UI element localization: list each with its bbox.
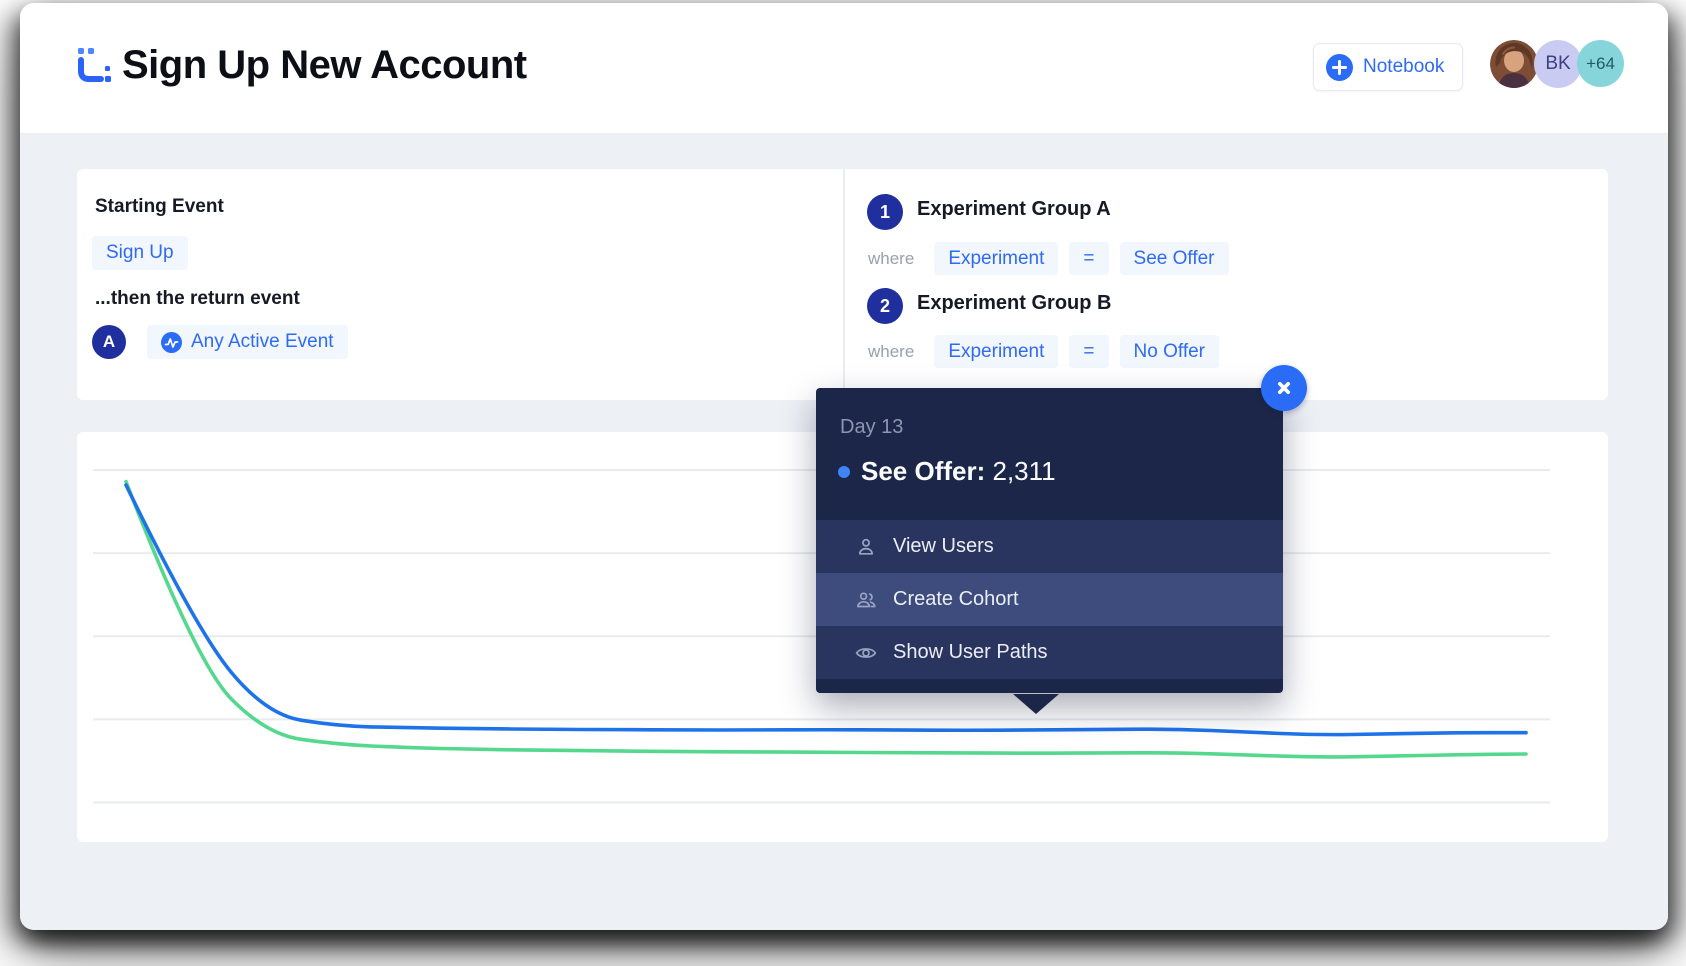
query-builder-card: Starting Event Sign Up ...then the retur… bbox=[77, 169, 1608, 400]
return-step-badge: A bbox=[92, 325, 126, 359]
group-a-where-label: where bbox=[868, 248, 915, 268]
group-a-title: Experiment Group A bbox=[917, 198, 1111, 220]
return-event-chip-label: Any Active Event bbox=[191, 331, 334, 352]
group-a-property-chip[interactable]: Experiment bbox=[934, 242, 1059, 275]
header: Sign Up New Account Notebook BK +64 bbox=[20, 3, 1668, 133]
avatar-photo bbox=[1490, 40, 1538, 88]
group-a-value-chip[interactable]: See Offer bbox=[1119, 242, 1229, 275]
no-offer-line[interactable] bbox=[124, 479, 1528, 759]
start-event-chip[interactable]: Sign Up bbox=[92, 236, 188, 270]
group-b-where-label: where bbox=[868, 341, 915, 361]
notebook-button[interactable]: Notebook bbox=[1313, 43, 1464, 91]
tooltip-menu-label: Show User Paths bbox=[893, 641, 1048, 663]
notebook-button-label: Notebook bbox=[1363, 56, 1445, 77]
tooltip-menu-item-view-users[interactable]: View Users bbox=[816, 520, 1283, 573]
return-event-chip[interactable]: Any Active Event bbox=[147, 325, 348, 359]
tooltip-menu-label: View Users bbox=[893, 535, 994, 557]
tooltip-header: Day 13 See Offer: 2,311 bbox=[816, 388, 1283, 520]
avatar-stack: BK +64 bbox=[1490, 40, 1624, 88]
group-b-badge: 2 bbox=[867, 288, 903, 324]
see-offer-line[interactable] bbox=[124, 483, 1528, 737]
group-b-property-chip[interactable]: Experiment bbox=[934, 335, 1059, 368]
series-color-dot bbox=[838, 465, 850, 478]
tooltip-series-value: See Offer: 2,311 bbox=[861, 456, 1056, 487]
amplitude-event-icon bbox=[161, 331, 182, 353]
users-icon bbox=[857, 591, 876, 607]
starting-event-title: Starting Event bbox=[95, 196, 224, 217]
tooltip-menu-item-create-cohort[interactable]: Create Cohort bbox=[816, 573, 1283, 626]
return-event-title: ...then the return event bbox=[95, 288, 300, 309]
close-icon bbox=[1278, 382, 1290, 394]
app-logo-icon bbox=[78, 48, 111, 82]
group-b-value-chip[interactable]: No Offer bbox=[1119, 335, 1219, 368]
group-b-operator-chip[interactable]: = bbox=[1069, 335, 1109, 368]
chart-tooltip: Day 13 See Offer: 2,311 View Users bbox=[816, 365, 1307, 714]
content-area: Starting Event Sign Up ...then the retur… bbox=[20, 133, 1668, 930]
eye-icon bbox=[855, 647, 877, 658]
tooltip-series-label: See Offer: bbox=[861, 456, 986, 486]
tooltip-value: 2,311 bbox=[992, 456, 1056, 486]
tooltip-day-label: Day 13 bbox=[840, 416, 904, 438]
tooltip-close-button[interactable] bbox=[1261, 365, 1307, 411]
group-a-badge: 1 bbox=[867, 194, 903, 230]
experiment-groups-panel: 1 Experiment Group A where Experiment = … bbox=[845, 169, 1608, 400]
avatar-initials-badge[interactable]: BK bbox=[1534, 40, 1582, 88]
tooltip-menu-item-show-user-paths[interactable]: Show User Paths bbox=[816, 626, 1283, 679]
user-icon bbox=[858, 538, 874, 555]
starting-event-panel: Starting Event Sign Up ...then the retur… bbox=[77, 169, 843, 400]
tooltip-menu-label: Create Cohort bbox=[893, 588, 1019, 610]
app-window: Sign Up New Account Notebook BK +64 bbox=[20, 3, 1668, 930]
avatar-overflow-badge[interactable]: +64 bbox=[1577, 40, 1624, 87]
group-b-title: Experiment Group B bbox=[917, 292, 1112, 314]
page-title: Sign Up New Account bbox=[122, 43, 527, 87]
plus-circle-icon bbox=[1326, 53, 1353, 81]
group-a-operator-chip[interactable]: = bbox=[1069, 242, 1109, 275]
tooltip-caret bbox=[1013, 694, 1059, 714]
panel-divider bbox=[843, 169, 845, 400]
user-avatar[interactable] bbox=[1490, 40, 1538, 88]
tooltip-footer-strip bbox=[816, 679, 1283, 693]
